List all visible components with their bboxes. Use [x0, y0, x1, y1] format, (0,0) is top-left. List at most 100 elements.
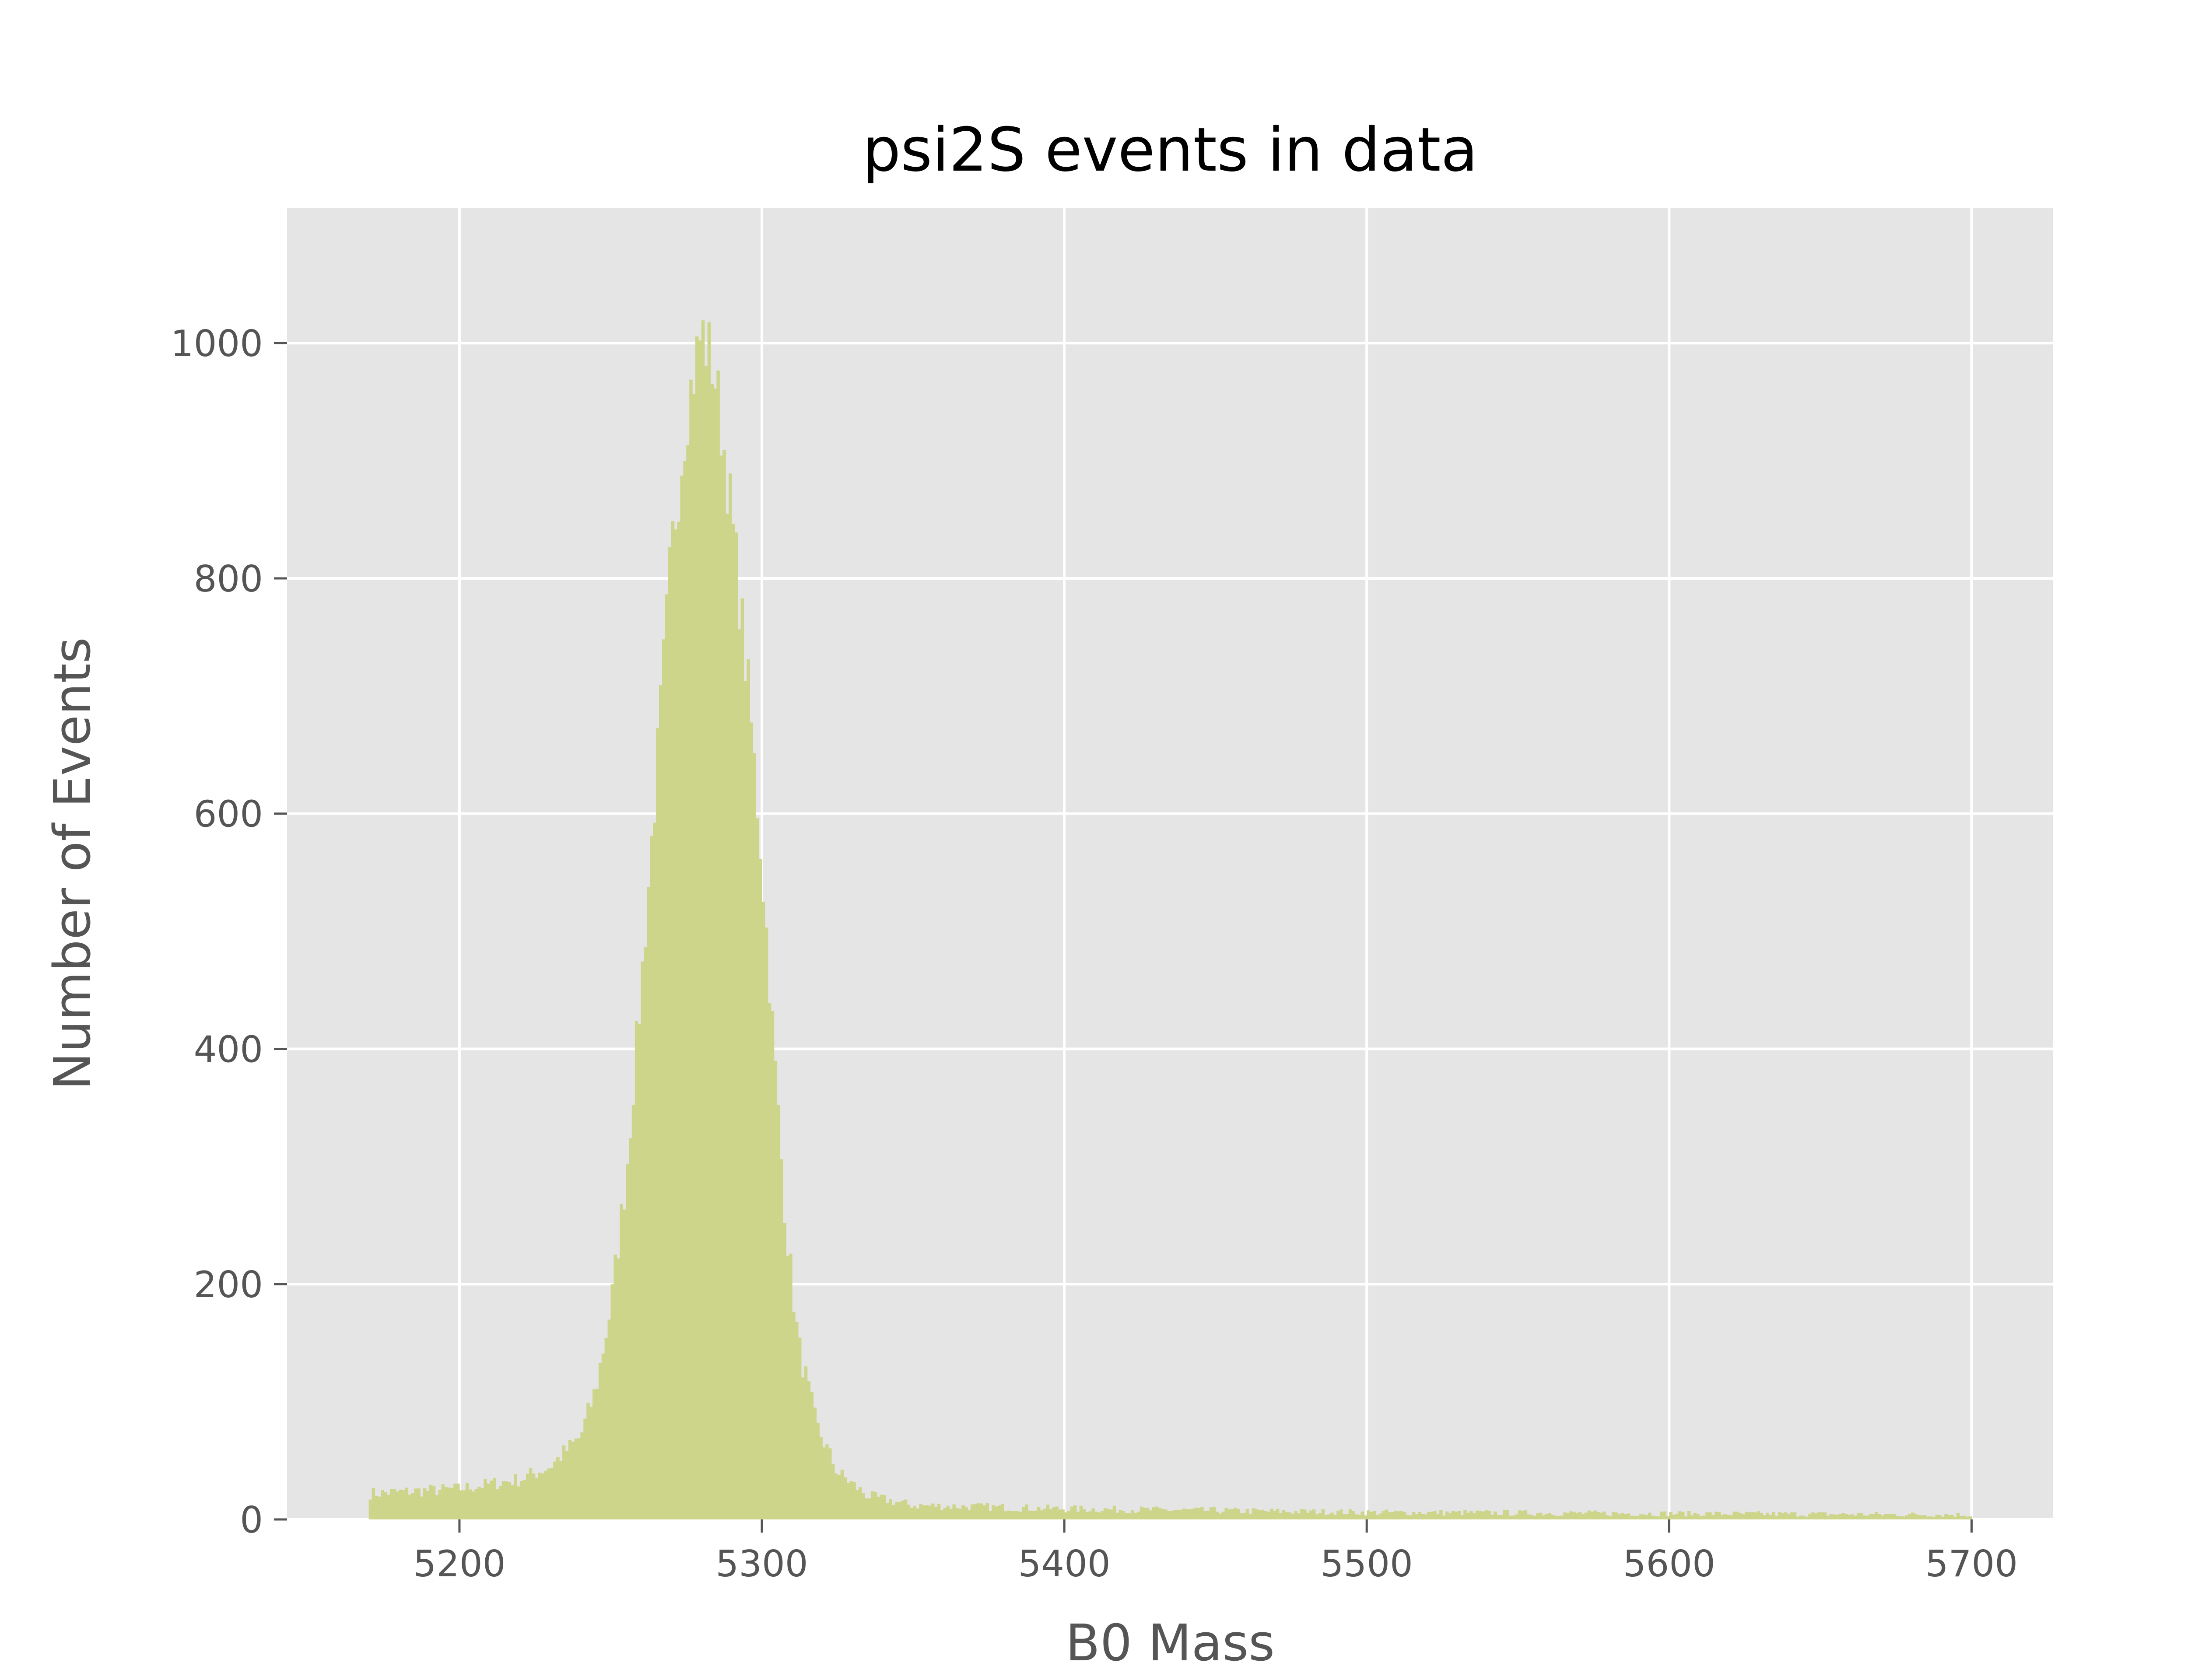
histogram-bar: [837, 1475, 841, 1519]
histogram-bar: [940, 1510, 944, 1519]
plot-background: [287, 208, 2053, 1519]
histogram-bar: [620, 1204, 623, 1519]
histogram-bar: [1593, 1510, 1597, 1519]
histogram-bar: [610, 1284, 614, 1519]
histogram-bar: [1965, 1516, 1969, 1519]
histogram-bar: [607, 1320, 611, 1519]
histogram-bar: [1294, 1511, 1297, 1519]
histogram-bar: [1360, 1511, 1364, 1519]
histogram-bar: [937, 1504, 941, 1519]
histogram-bar: [1473, 1513, 1476, 1519]
histogram-bar: [520, 1480, 523, 1519]
histogram-bar: [916, 1508, 919, 1519]
histogram-bar: [1221, 1512, 1225, 1519]
histogram-bar: [593, 1389, 596, 1519]
histogram-bar: [1170, 1511, 1174, 1519]
histogram-bar: [1445, 1511, 1449, 1519]
histogram-bar: [589, 1407, 593, 1519]
histogram-bar: [1890, 1513, 1893, 1519]
histogram-bar: [1614, 1512, 1618, 1519]
histogram-bar: [617, 1258, 620, 1519]
histogram-bar: [523, 1480, 526, 1519]
histogram-bar: [535, 1477, 539, 1519]
histogram-bar: [967, 1510, 971, 1519]
histogram-bar: [668, 547, 672, 1519]
histogram-bar: [1373, 1511, 1376, 1519]
histogram-bar: [901, 1500, 905, 1519]
y-tick-label-5: 1000: [171, 322, 263, 365]
histogram-bar: [1542, 1515, 1546, 1519]
histogram-bar: [1693, 1512, 1697, 1519]
histogram-bar: [989, 1511, 992, 1519]
histogram-bar: [1098, 1512, 1101, 1519]
histogram-bar: [1660, 1512, 1664, 1519]
histogram-bar: [1476, 1510, 1479, 1519]
histogram-bar: [801, 1377, 805, 1519]
histogram-bar: [995, 1506, 998, 1519]
histogram-bar: [1255, 1509, 1259, 1519]
histogram-bar: [417, 1488, 421, 1519]
histogram-bar: [459, 1490, 463, 1519]
histogram-bar: [1539, 1512, 1543, 1519]
histogram-bar: [1388, 1512, 1392, 1519]
histogram-bar: [1424, 1514, 1428, 1519]
histogram-bar: [1415, 1514, 1419, 1519]
histogram-bar: [1690, 1515, 1694, 1519]
x-tick-label-3: 5500: [1321, 1543, 1413, 1585]
histogram-bar: [550, 1468, 554, 1519]
histogram-bar: [1575, 1513, 1579, 1519]
histogram-bar: [886, 1503, 889, 1519]
histogram-bar: [919, 1504, 922, 1519]
histogram-bar: [1793, 1512, 1797, 1519]
histogram-bar: [701, 320, 705, 1519]
histogram-bar: [484, 1478, 487, 1519]
histogram-bar: [1179, 1509, 1183, 1519]
histogram-bar: [559, 1461, 563, 1519]
histogram-bar: [1642, 1514, 1645, 1519]
histogram-bar: [571, 1442, 575, 1519]
histogram-bar: [695, 336, 699, 1520]
histogram-bar: [623, 1209, 626, 1519]
histogram-bar: [734, 532, 738, 1519]
histogram-bar: [586, 1403, 590, 1519]
histogram-bar: [771, 1011, 775, 1519]
histogram-bar: [1412, 1512, 1416, 1519]
histogram-bar: [1339, 1509, 1343, 1519]
histogram-bar: [1563, 1512, 1567, 1519]
histogram-bar: [671, 521, 675, 1519]
histogram-bar: [435, 1494, 439, 1519]
histogram-bar: [1321, 1509, 1325, 1519]
histogram-bar: [1953, 1516, 1957, 1519]
y-tick-label-4: 800: [194, 558, 263, 600]
histogram-bar: [1303, 1509, 1307, 1519]
histogram-bar: [1136, 1512, 1140, 1519]
histogram-bar: [1487, 1510, 1491, 1519]
histogram-bar: [1959, 1516, 1963, 1519]
histogram-bar: [1270, 1508, 1273, 1519]
histogram-bar: [1267, 1512, 1270, 1519]
histogram-bar: [1569, 1511, 1573, 1519]
histogram-bar: [955, 1508, 959, 1519]
histogram-bar: [737, 629, 741, 1519]
histogram-bar: [568, 1440, 572, 1519]
histogram-bar: [998, 1505, 1001, 1519]
histogram-bar: [1853, 1516, 1857, 1519]
histogram-bar: [1587, 1510, 1591, 1519]
histogram-bar: [1654, 1516, 1658, 1519]
histogram-bar: [492, 1478, 496, 1519]
histogram-bar: [859, 1487, 862, 1519]
histogram-bar: [677, 522, 681, 1519]
histogram-bar: [762, 902, 765, 1519]
histogram-bar: [1623, 1514, 1627, 1519]
histogram-bar: [1844, 1514, 1848, 1519]
histogram-bar: [1881, 1515, 1884, 1519]
histogram-bar: [895, 1502, 898, 1519]
histogram-bar: [1681, 1512, 1685, 1519]
histogram-bar: [1430, 1512, 1434, 1519]
histogram-bar: [1436, 1514, 1440, 1519]
histogram-bar: [644, 947, 647, 1519]
histogram-bar: [1902, 1516, 1905, 1519]
histogram-bar: [1596, 1512, 1600, 1519]
histogram-bar: [1031, 1511, 1034, 1519]
